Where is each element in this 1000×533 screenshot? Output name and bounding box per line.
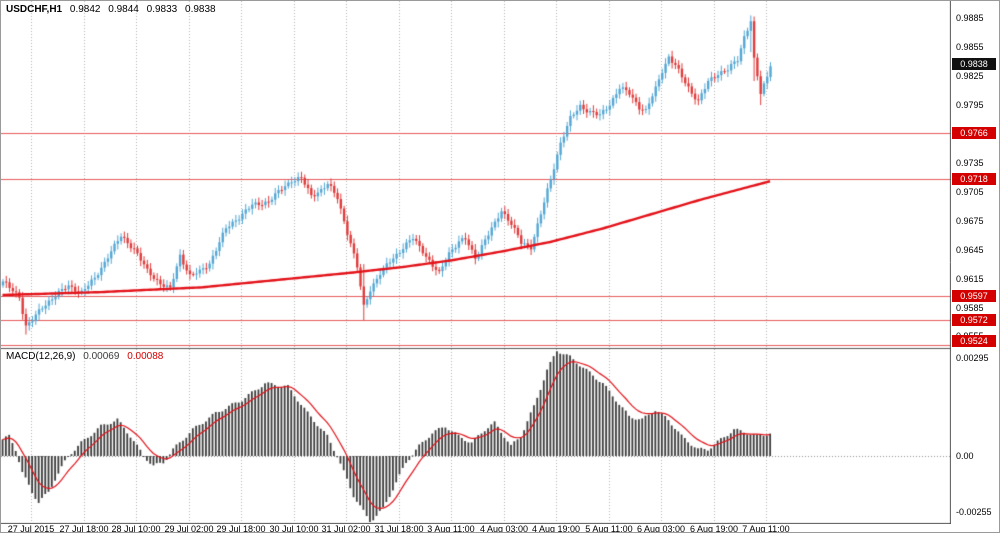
price-axis-tick: 0.9735 <box>956 158 984 168</box>
price-axis-tick: 0.9675 <box>956 216 984 226</box>
price-axis[interactable]: 0.9885 0.9855 0.9825 0.9795 0.9735 0.9705 0.96… <box>952 1 999 532</box>
price-axis-tick: 0.9705 <box>956 187 984 197</box>
price-level-label: 0.9597 <box>952 290 996 302</box>
macd-axis-tick: -0.00255 <box>956 507 992 517</box>
time-axis-label: 31 Jul 02:00 <box>321 524 371 533</box>
quote-open: 0.9842 <box>69 4 101 15</box>
time-axis-label: 28 Jul 10:00 <box>111 524 161 533</box>
time-axis-label: 7 Aug 11:00 <box>742 524 790 533</box>
time-axis-label: 31 Jul 18:00 <box>374 524 424 533</box>
time-axis-label: 27 Jul 2015 <box>7 524 55 533</box>
symbol-timeframe-label: USDCHF,H1 <box>6 4 63 15</box>
macd-indicator-label: MACD(12,26,9) 0.00069 0.00088 <box>6 351 168 362</box>
time-axis-label: 27 Jul 18:00 <box>59 524 109 533</box>
price-axis-tick: 0.9795 <box>956 100 984 110</box>
price-axis-tick: 0.9825 <box>956 71 984 81</box>
price-level-label: 0.9718 <box>952 173 996 185</box>
time-axis-label: 3 Aug 11:00 <box>427 524 475 533</box>
macd-axis-tick: 0.00295 <box>956 353 989 363</box>
time-axis[interactable]: 27 Jul 2015 27 Jul 18:00 28 Jul 10:00 29 Ju… <box>1 524 951 533</box>
chart-canvas[interactable] <box>1 1 951 524</box>
time-axis-label: 4 Aug 03:00 <box>479 524 529 533</box>
quote-high: 0.9844 <box>108 4 139 15</box>
chart-title: USDCHF,H1 0.9842 0.9844 0.9833 0.9838 <box>6 4 221 15</box>
price-axis-tick: 0.9645 <box>956 245 984 255</box>
time-axis-label: 4 Aug 19:00 <box>531 524 581 533</box>
price-level-label: 0.9572 <box>952 314 996 326</box>
macd-name: MACD(12,26,9) <box>6 351 76 362</box>
price-level-label: 0.9524 <box>952 335 996 347</box>
macd-axis-tick: 0.00 <box>956 451 974 461</box>
price-axis-tick: 0.9585 <box>956 303 984 313</box>
price-level-label: 0.9766 <box>952 127 996 139</box>
time-axis-label: 6 Aug 03:00 <box>636 524 686 533</box>
price-axis-tick: 0.9615 <box>956 274 984 284</box>
price-axis-tick: 0.9855 <box>956 42 984 52</box>
current-price-label: 0.9838 <box>952 58 996 70</box>
time-axis-label: 29 Jul 02:00 <box>164 524 214 533</box>
quote-low: 0.9833 <box>146 4 178 15</box>
quote-close: 0.9838 <box>185 4 216 15</box>
time-axis-label: 5 Aug 11:00 <box>585 524 633 533</box>
macd-current-value: 0.00069 <box>83 351 120 362</box>
time-axis-label: 29 Jul 18:00 <box>216 524 266 533</box>
price-axis-tick: 0.9885 <box>956 13 984 23</box>
time-axis-label: 6 Aug 19:00 <box>689 524 739 533</box>
macd-signal-value: 0.00088 <box>127 351 164 362</box>
time-axis-label: 30 Jul 10:00 <box>269 524 319 533</box>
